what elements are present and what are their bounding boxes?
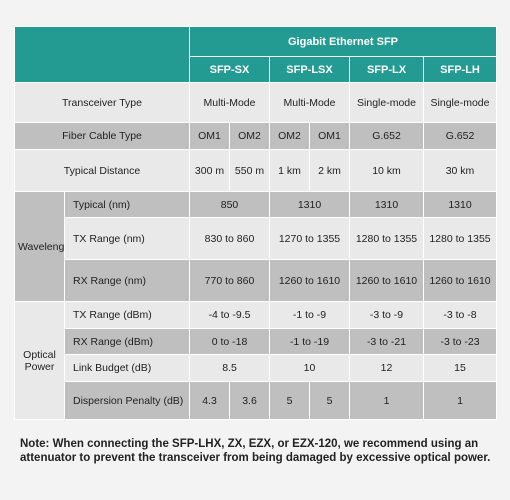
group-title: Gigabit Ethernet SFP xyxy=(188,26,498,57)
table-row: Link Budget (dB) 8.5 10 12 15 xyxy=(15,354,498,382)
table-cell: -4 to -9.5 xyxy=(189,301,270,329)
table-cell: 830 to 860 xyxy=(189,217,270,260)
table-cell: 1 xyxy=(349,381,424,420)
table-cell: 5 xyxy=(269,381,310,420)
row-label: Dispersion Penalty (dB) xyxy=(64,381,190,420)
table-cell: OM1 xyxy=(189,122,230,150)
table-cell: 1260 to 1610 xyxy=(349,259,424,302)
row-label: RX Range (dBm) xyxy=(64,328,190,355)
table-cell: Multi-Mode xyxy=(189,82,270,123)
table-cell: OM1 xyxy=(309,122,350,150)
table-row: Optical Power TX Range (dBm) -4 to -9.5 … xyxy=(14,301,498,420)
model-sfp-lh: SFP-LH xyxy=(422,56,498,83)
group-label-optical-power: Optical Power xyxy=(14,301,65,420)
row-label: Link Budget (dB) xyxy=(64,354,190,382)
table-cell: -3 to -23 xyxy=(422,328,498,355)
table-row: Wavelength Typical (nm) 850 1310 1310 13… xyxy=(14,191,498,302)
table-cell: 300 m xyxy=(189,149,230,192)
row-label: Fiber Cable Type xyxy=(14,122,190,150)
table-cell: 550 m xyxy=(229,149,270,192)
table-cell: -3 to -21 xyxy=(349,328,424,355)
table-cell: -3 to -9 xyxy=(349,301,424,329)
table-cell: 1310 xyxy=(422,191,498,218)
table-cell: -3 to -8 xyxy=(422,301,498,329)
table-row: TX Range (nm) 830 to 860 1270 to 1355 12… xyxy=(15,217,498,260)
table-cell: 2 km xyxy=(309,149,350,192)
group-label-wavelength: Wavelength xyxy=(14,191,65,302)
table-row: Typical Distance 300 m 550 m 1 km 2 km 1… xyxy=(14,149,498,192)
table-cell: 850 xyxy=(189,191,270,218)
table-cell: 4.3 xyxy=(189,381,230,420)
table-row: Dispersion Penalty (dB) 4.3 3.6 5 5 1 1 xyxy=(15,381,498,420)
table-cell: Single-mode xyxy=(422,82,498,123)
table-cell: Single-mode xyxy=(349,82,424,123)
table-cell: 8.5 xyxy=(189,354,270,382)
model-sfp-lsx: SFP-LSX xyxy=(269,56,350,83)
table-cell: 10 km xyxy=(349,149,424,192)
table-row: RX Range (nm) 770 to 860 1260 to 1610 12… xyxy=(15,259,498,302)
table-cell: 3.6 xyxy=(229,381,270,420)
table-cell: -1 to -9 xyxy=(269,301,350,329)
row-label: TX Range (dBm) xyxy=(64,301,190,329)
model-sfp-lx: SFP-LX xyxy=(349,56,424,83)
row-label: TX Range (nm) xyxy=(64,217,190,260)
table-cell: 1310 xyxy=(349,191,424,218)
row-label: Typical Distance xyxy=(14,149,190,192)
table-cell: 1260 to 1610 xyxy=(269,259,350,302)
table-cell: 0 to -18 xyxy=(189,328,270,355)
table-cell: 5 xyxy=(309,381,350,420)
table-row: Fiber Cable Type OM1 OM2 OM2 OM1 G.652 G… xyxy=(14,122,498,150)
row-label: Transceiver Type xyxy=(14,82,190,123)
table-cell: 12 xyxy=(349,354,424,382)
table-cell: 770 to 860 xyxy=(189,259,270,302)
table-cell: G.652 xyxy=(349,122,424,150)
row-label: Typical (nm) xyxy=(64,191,190,218)
table-row: Transceiver Type Multi-Mode Multi-Mode S… xyxy=(14,82,498,123)
table-cell: 1 xyxy=(422,381,498,420)
table-cell: 1260 to 1610 xyxy=(422,259,498,302)
table-cell: 15 xyxy=(422,354,498,382)
table-cell: G.652 xyxy=(422,122,498,150)
table-cell: 1280 to 1355 xyxy=(349,217,424,260)
table-cell: -1 to -19 xyxy=(269,328,350,355)
table-cell: 1270 to 1355 xyxy=(269,217,350,260)
table-cell: Multi-Mode xyxy=(269,82,350,123)
row-label: RX Range (nm) xyxy=(64,259,190,302)
table-cell: OM2 xyxy=(269,122,310,150)
table-cell: 1280 to 1355 xyxy=(422,217,498,260)
sfp-spec-table: Gigabit Ethernet SFP SFP-SX SFP-LSX SFP-… xyxy=(14,26,498,420)
table-cell: 30 km xyxy=(422,149,498,192)
table-cell: OM2 xyxy=(229,122,270,150)
header-corner xyxy=(14,26,190,83)
footnote: Note: When connecting the SFP-LHX, ZX, E… xyxy=(20,438,491,464)
model-sfp-sx: SFP-SX xyxy=(189,56,270,83)
table-cell: 1310 xyxy=(269,191,350,218)
table-row: RX Range (dBm) 0 to -18 -1 to -19 -3 to … xyxy=(15,328,498,355)
table-cell: 1 km xyxy=(269,149,310,192)
table-cell: 10 xyxy=(269,354,350,382)
